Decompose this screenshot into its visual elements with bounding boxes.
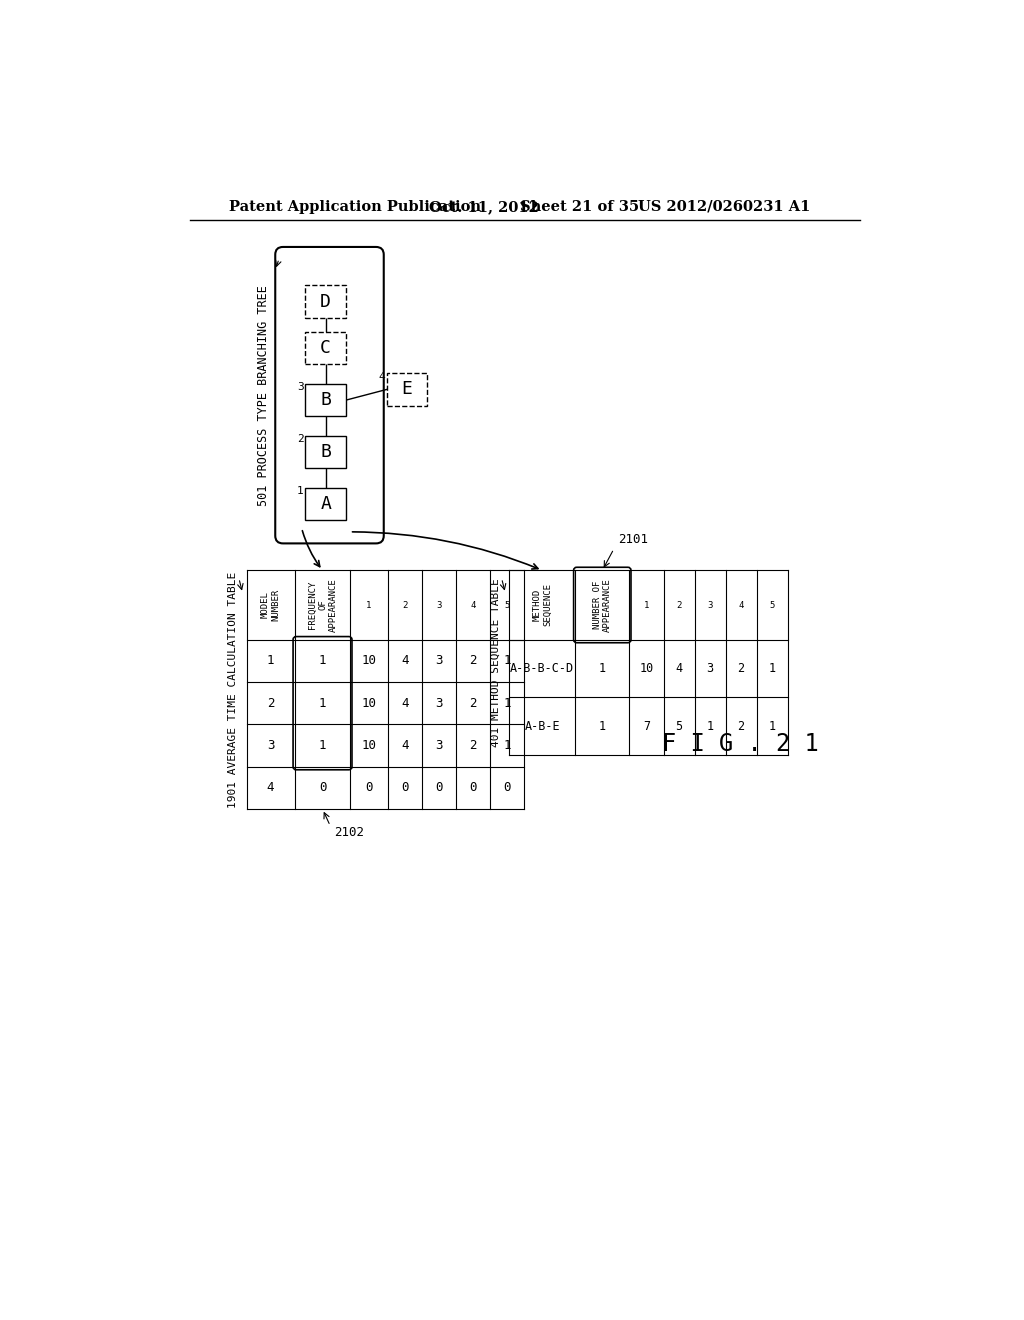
- Text: 1: 1: [318, 655, 327, 668]
- Text: 401 METHOD SEQUENCE TABLE: 401 METHOD SEQUENCE TABLE: [490, 578, 501, 747]
- Text: 4: 4: [470, 601, 475, 610]
- Text: 2: 2: [297, 434, 304, 444]
- Text: 1: 1: [367, 601, 372, 610]
- Text: A-B-B-C-D: A-B-B-C-D: [510, 663, 574, 675]
- Text: 4: 4: [401, 655, 409, 668]
- Text: 1: 1: [768, 719, 775, 733]
- Bar: [305, 384, 346, 416]
- Text: 3: 3: [708, 601, 713, 610]
- Text: A-B-E: A-B-E: [524, 719, 560, 733]
- Text: 0: 0: [366, 781, 373, 795]
- Text: FREQUENCY
OF
APPEARANCE: FREQUENCY OF APPEARANCE: [307, 578, 338, 632]
- Text: 5: 5: [676, 719, 683, 733]
- Text: B: B: [321, 391, 331, 409]
- Text: 2102: 2102: [334, 825, 365, 838]
- Bar: [387, 374, 427, 405]
- Text: 2: 2: [267, 697, 274, 710]
- Text: 2: 2: [737, 719, 744, 733]
- Bar: [305, 285, 346, 318]
- Text: E: E: [401, 380, 413, 399]
- Text: 2: 2: [469, 739, 476, 752]
- Text: 3: 3: [435, 655, 442, 668]
- Text: 1: 1: [644, 601, 649, 610]
- Text: Patent Application Publication: Patent Application Publication: [228, 199, 480, 214]
- Text: 0: 0: [401, 781, 409, 795]
- Text: 3: 3: [435, 739, 442, 752]
- Text: 0: 0: [435, 781, 442, 795]
- Text: 1: 1: [318, 697, 327, 710]
- Text: 0: 0: [469, 781, 476, 795]
- Text: 5: 5: [769, 601, 775, 610]
- Text: 10: 10: [361, 697, 377, 710]
- Text: Sheet 21 of 35: Sheet 21 of 35: [520, 199, 639, 214]
- Text: 1: 1: [503, 739, 511, 752]
- Text: 3: 3: [297, 383, 304, 392]
- Text: 2: 2: [469, 697, 476, 710]
- Text: A: A: [321, 495, 331, 513]
- Text: B: B: [321, 442, 331, 461]
- Text: 1: 1: [267, 655, 274, 668]
- Text: F I G . 2 1: F I G . 2 1: [662, 731, 818, 755]
- Text: Oct. 11, 2012: Oct. 11, 2012: [429, 199, 539, 214]
- Text: 4: 4: [401, 739, 409, 752]
- Text: 10: 10: [361, 739, 377, 752]
- Text: 7: 7: [643, 719, 650, 733]
- Text: C: C: [321, 339, 331, 356]
- Text: 2: 2: [676, 601, 682, 610]
- Bar: [305, 331, 346, 364]
- Text: 3: 3: [436, 601, 441, 610]
- Text: 5: 5: [504, 601, 510, 610]
- Bar: [305, 436, 346, 469]
- Text: 1: 1: [599, 663, 606, 675]
- Text: 1: 1: [503, 697, 511, 710]
- Text: 1: 1: [318, 739, 327, 752]
- Text: 1: 1: [599, 719, 606, 733]
- Text: 2: 2: [402, 601, 408, 610]
- Text: 4: 4: [738, 601, 743, 610]
- Text: METHOD
SEQUENCE: METHOD SEQUENCE: [532, 583, 552, 627]
- Text: 501 PROCESS TYPE BRANCHING TREE: 501 PROCESS TYPE BRANCHING TREE: [257, 285, 270, 506]
- Text: 3: 3: [707, 663, 714, 675]
- Text: 4: 4: [267, 781, 274, 795]
- Text: 1: 1: [297, 487, 304, 496]
- Text: 1: 1: [707, 719, 714, 733]
- Text: 2: 2: [737, 663, 744, 675]
- Text: 0: 0: [318, 781, 327, 795]
- Text: 3: 3: [267, 739, 274, 752]
- Text: 2: 2: [469, 655, 476, 668]
- Text: 0: 0: [503, 781, 511, 795]
- Text: 1: 1: [503, 655, 511, 668]
- Text: 4: 4: [401, 697, 409, 710]
- Text: MODEL
NUMBER: MODEL NUMBER: [261, 589, 281, 622]
- Text: 1901 AVERAGE TIME CALCULATION TABLE: 1901 AVERAGE TIME CALCULATION TABLE: [227, 572, 238, 808]
- Text: 3: 3: [435, 697, 442, 710]
- Bar: [305, 488, 346, 520]
- Text: NUMBER OF
APPEARANCE: NUMBER OF APPEARANCE: [593, 578, 612, 632]
- Text: 10: 10: [361, 655, 377, 668]
- Text: 4: 4: [379, 372, 385, 381]
- Text: US 2012/0260231 A1: US 2012/0260231 A1: [638, 199, 810, 214]
- Text: 2101: 2101: [617, 533, 648, 546]
- Text: 10: 10: [639, 663, 653, 675]
- Text: 1: 1: [768, 663, 775, 675]
- Text: D: D: [321, 293, 331, 310]
- Text: 4: 4: [676, 663, 683, 675]
